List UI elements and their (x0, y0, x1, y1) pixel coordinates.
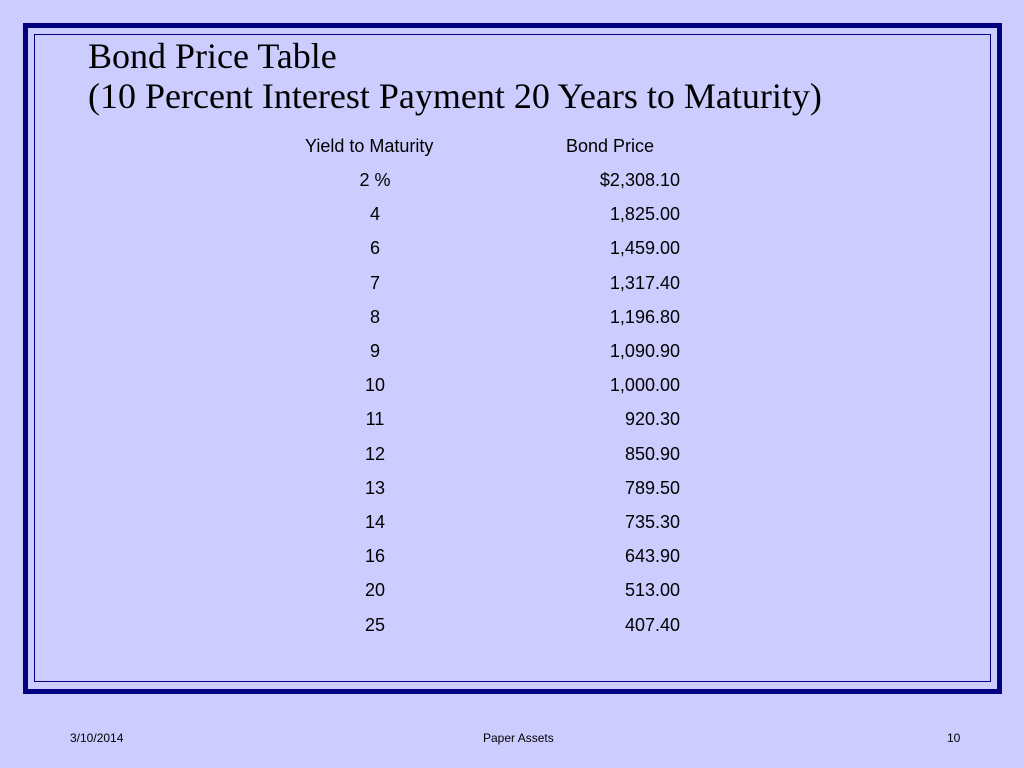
price-cell: 407.40 (624, 614, 680, 635)
yield-cell: 2 % (359, 170, 391, 190)
title-line-1: Bond Price Table (88, 36, 337, 76)
price-cell: $2,308.10 (599, 170, 680, 190)
yield-cell: 7 (369, 272, 380, 293)
table-row: 4 1,825.00 (0, 204, 1024, 238)
yield-cell: 9 (369, 341, 380, 361)
table-row: 13 789.50 (0, 478, 1024, 512)
table-row: 14 735.30 (0, 512, 1024, 546)
table-row: 10 1,000.00 (0, 375, 1024, 409)
slide-title: Bond Price Table (10 Percent Interest Pa… (88, 36, 822, 116)
title-line-2: (10 Percent Interest Payment 20 Years to… (88, 76, 822, 116)
table-row: 2 % $2,308.10 (0, 170, 1024, 204)
table-row: 9 1,090.90 (0, 341, 1024, 375)
table-row: 7 1,317.40 (0, 273, 1024, 307)
footer-page-number: 10 (947, 731, 961, 745)
price-cell: 1,317.40 (609, 272, 680, 293)
slide-outer-border (23, 23, 1002, 694)
price-cell: 1,000.00 (609, 375, 680, 396)
footer-date: 3/10/2014 (70, 731, 124, 745)
table-row: 16 643.90 (0, 546, 1024, 580)
yield-cell: 6 (369, 238, 380, 259)
yield-cell: 10 (364, 375, 386, 396)
price-cell: 920.30 (624, 409, 680, 430)
table-row: 20 513.00 (0, 580, 1024, 614)
price-cell: 1,825.00 (609, 204, 680, 225)
yield-cell: 4 (369, 204, 380, 225)
yield-cell: 25 (364, 614, 386, 635)
price-cell: 643.90 (624, 546, 680, 567)
table-row: 11 920.30 (0, 409, 1024, 443)
table-row: 12 850.90 (0, 444, 1024, 478)
yield-cell: 14 (364, 512, 386, 532)
price-cell: 735.30 (624, 512, 680, 532)
table-row: 25 407.40 (0, 615, 1024, 649)
yield-cell: 8 (369, 306, 380, 327)
footer-title: Paper Assets (483, 731, 554, 745)
price-cell: 513.00 (624, 580, 680, 601)
price-cell: 1,459.00 (609, 238, 680, 259)
column-header-yield: Yield to Maturity (305, 136, 434, 156)
price-cell: 1,090.90 (609, 341, 680, 361)
column-header-price: Bond Price (566, 136, 655, 156)
yield-cell: 16 (364, 546, 386, 567)
table-row: 8 1,196.80 (0, 307, 1024, 341)
slide-inner-border (34, 34, 991, 682)
table-row: 6 1,459.00 (0, 238, 1024, 272)
price-cell: 1,196.80 (609, 306, 680, 327)
price-cell: 789.50 (624, 477, 680, 498)
yield-cell: 20 (364, 580, 386, 601)
yield-cell: 12 (364, 443, 386, 464)
yield-cell: 13 (364, 477, 386, 498)
yield-cell: 11 (365, 409, 385, 430)
price-cell: 850.90 (624, 443, 680, 464)
